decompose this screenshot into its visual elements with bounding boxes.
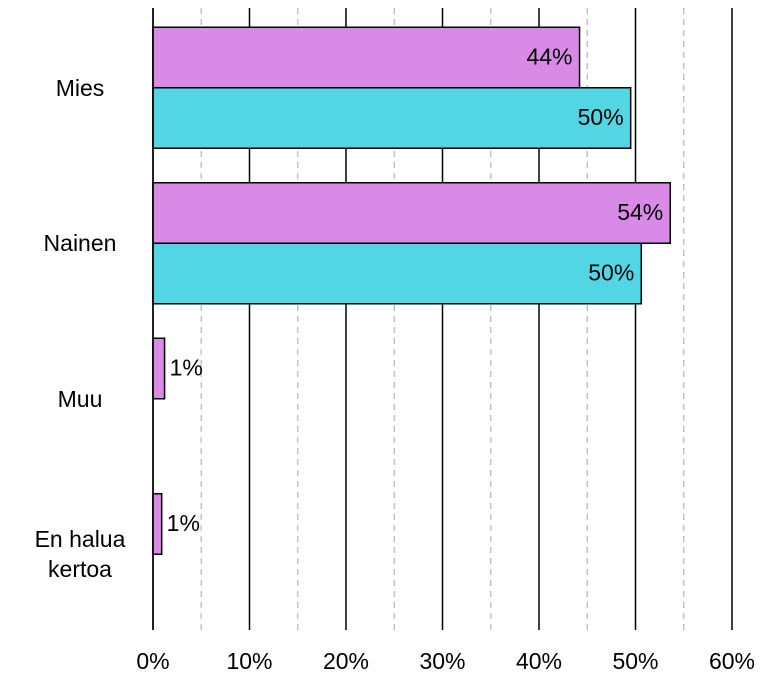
y-tick-label: Muu (57, 385, 103, 412)
bar (152, 87, 632, 149)
x-tick-label: 40% (516, 648, 562, 674)
x-tick-label: 0% (136, 648, 169, 674)
x-tick-label: 60% (709, 648, 755, 674)
bar (152, 26, 581, 89)
y-tick-label: Mies (55, 74, 105, 101)
data-label: 1% (167, 510, 200, 536)
y-tick-label: Nainen (43, 230, 117, 257)
data-label: 54% (617, 199, 663, 225)
x-tick-label: 10% (226, 648, 272, 674)
x-tick-label: 20% (323, 648, 369, 674)
bar (152, 493, 163, 555)
data-label: 50% (588, 260, 634, 286)
bar (152, 242, 643, 305)
x-tick-label: 30% (419, 648, 465, 674)
data-label: 44% (526, 44, 572, 70)
bar (152, 337, 166, 400)
x-tick-label: 50% (612, 648, 658, 674)
bar (152, 182, 671, 244)
y-tick-label: En halua kertoa (34, 526, 126, 583)
data-label: 50% (578, 104, 624, 130)
data-label: 1% (170, 355, 203, 381)
